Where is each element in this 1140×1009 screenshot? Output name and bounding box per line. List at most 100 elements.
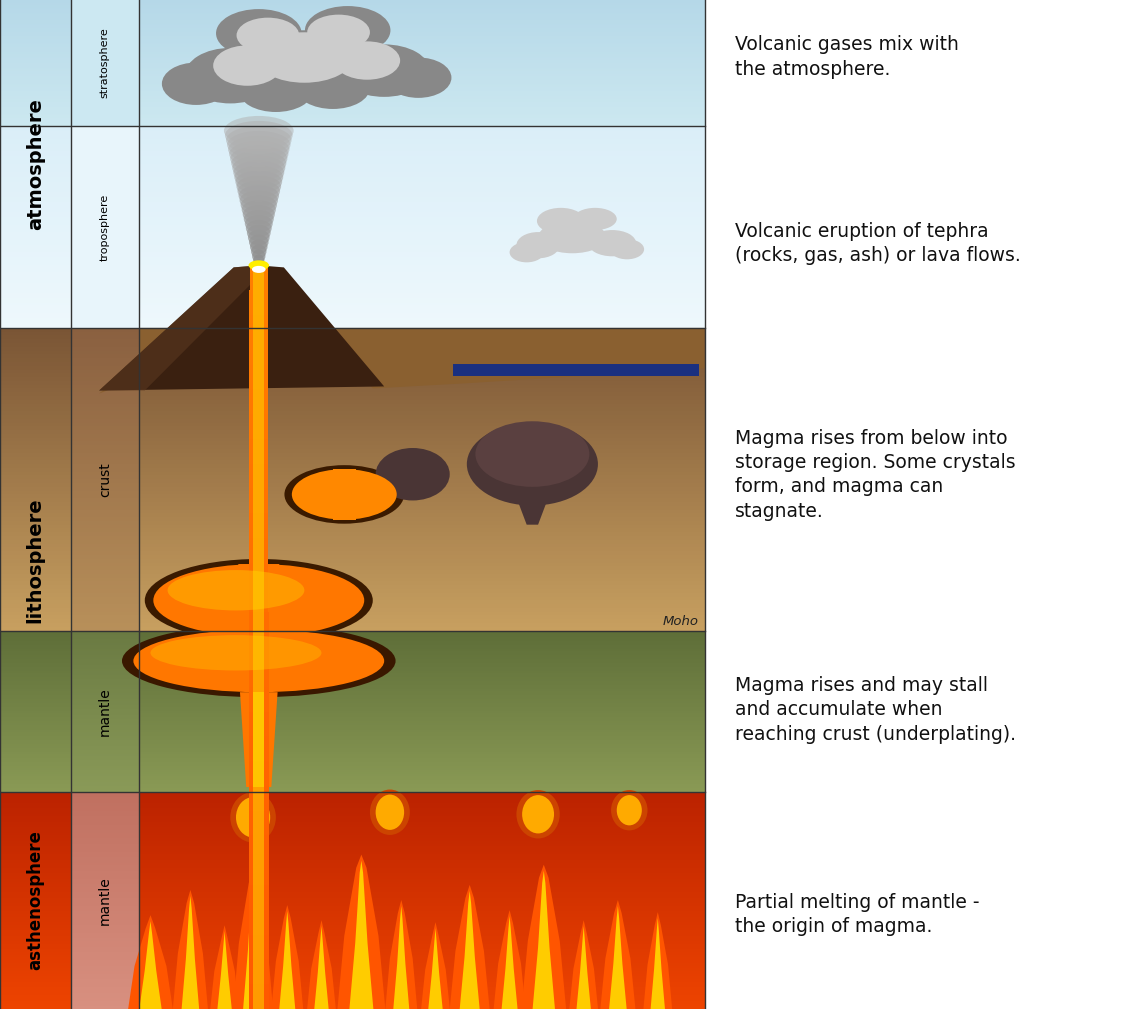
Bar: [0, 185, 705, 187]
Bar: [249, 786, 269, 810]
Bar: [0, 22, 705, 23]
Bar: [0, 170, 705, 172]
Ellipse shape: [253, 254, 264, 267]
Bar: [0, 679, 705, 681]
Bar: [71, 782, 139, 784]
Bar: [0, 281, 705, 283]
Bar: [0, 966, 705, 969]
Bar: [0, 426, 705, 430]
Bar: [0, 669, 705, 671]
Bar: [0, 154, 705, 156]
Bar: [71, 800, 139, 803]
Bar: [71, 1001, 139, 1004]
Bar: [0, 3, 705, 5]
Polygon shape: [651, 918, 665, 1009]
Bar: [249, 761, 269, 786]
Bar: [71, 441, 139, 445]
Bar: [0, 607, 705, 611]
Bar: [0, 762, 705, 764]
Bar: [0, 323, 705, 325]
Ellipse shape: [238, 70, 312, 112]
Bar: [0, 55, 705, 57]
Ellipse shape: [236, 797, 270, 837]
Bar: [71, 1004, 139, 1006]
Bar: [71, 681, 139, 683]
Bar: [0, 212, 705, 215]
Bar: [0, 343, 705, 347]
Polygon shape: [459, 891, 480, 1009]
Bar: [0, 517, 705, 521]
Ellipse shape: [241, 195, 277, 215]
Bar: [0, 377, 705, 380]
Bar: [0, 687, 705, 689]
Bar: [0, 210, 705, 212]
Polygon shape: [181, 896, 199, 1009]
Bar: [0, 250, 705, 252]
Bar: [0, 296, 705, 298]
Bar: [71, 944, 139, 946]
Bar: [0, 146, 705, 148]
Ellipse shape: [235, 165, 283, 189]
Ellipse shape: [225, 121, 293, 150]
Bar: [0, 12, 705, 14]
Bar: [0, 47, 705, 48]
Bar: [0, 641, 705, 643]
Bar: [71, 687, 139, 689]
Bar: [0, 852, 705, 855]
Bar: [71, 752, 139, 754]
Bar: [0, 892, 705, 895]
Bar: [71, 430, 139, 434]
Bar: [0, 177, 705, 180]
Bar: [0, 332, 705, 336]
Bar: [71, 949, 139, 952]
Bar: [0, 74, 705, 76]
Bar: [0, 230, 705, 232]
Bar: [249, 934, 269, 960]
Bar: [0, 430, 705, 434]
Bar: [0, 63, 705, 65]
Polygon shape: [532, 871, 555, 1009]
Bar: [0, 884, 705, 887]
Bar: [71, 0, 139, 126]
Bar: [0, 563, 705, 566]
Bar: [0, 645, 705, 647]
Bar: [250, 563, 268, 587]
Bar: [71, 827, 139, 830]
Bar: [71, 663, 139, 665]
Bar: [0, 471, 705, 475]
Bar: [0, 683, 705, 685]
Bar: [0, 156, 705, 159]
Bar: [71, 400, 139, 404]
Bar: [0, 665, 705, 667]
Bar: [0, 900, 705, 903]
Bar: [250, 364, 268, 389]
Bar: [0, 681, 705, 683]
Bar: [0, 977, 705, 979]
Bar: [71, 639, 139, 641]
Bar: [0, 596, 705, 600]
Bar: [0, 898, 705, 900]
Bar: [71, 742, 139, 744]
Bar: [0, 107, 705, 109]
Ellipse shape: [369, 789, 409, 835]
Bar: [71, 879, 139, 882]
Bar: [71, 574, 139, 577]
Bar: [0, 847, 705, 849]
Bar: [0, 903, 705, 906]
Bar: [71, 838, 139, 840]
Bar: [0, 149, 705, 151]
Bar: [0, 776, 705, 778]
Bar: [0, 325, 705, 328]
Bar: [0, 701, 705, 703]
Bar: [71, 479, 139, 483]
Bar: [0, 45, 705, 47]
Bar: [71, 963, 139, 966]
Bar: [71, 464, 139, 468]
Bar: [71, 659, 139, 661]
Bar: [71, 917, 139, 919]
Ellipse shape: [252, 265, 266, 272]
Bar: [0, 866, 705, 868]
Bar: [0, 415, 705, 419]
Bar: [0, 267, 705, 269]
Bar: [0, 792, 705, 795]
